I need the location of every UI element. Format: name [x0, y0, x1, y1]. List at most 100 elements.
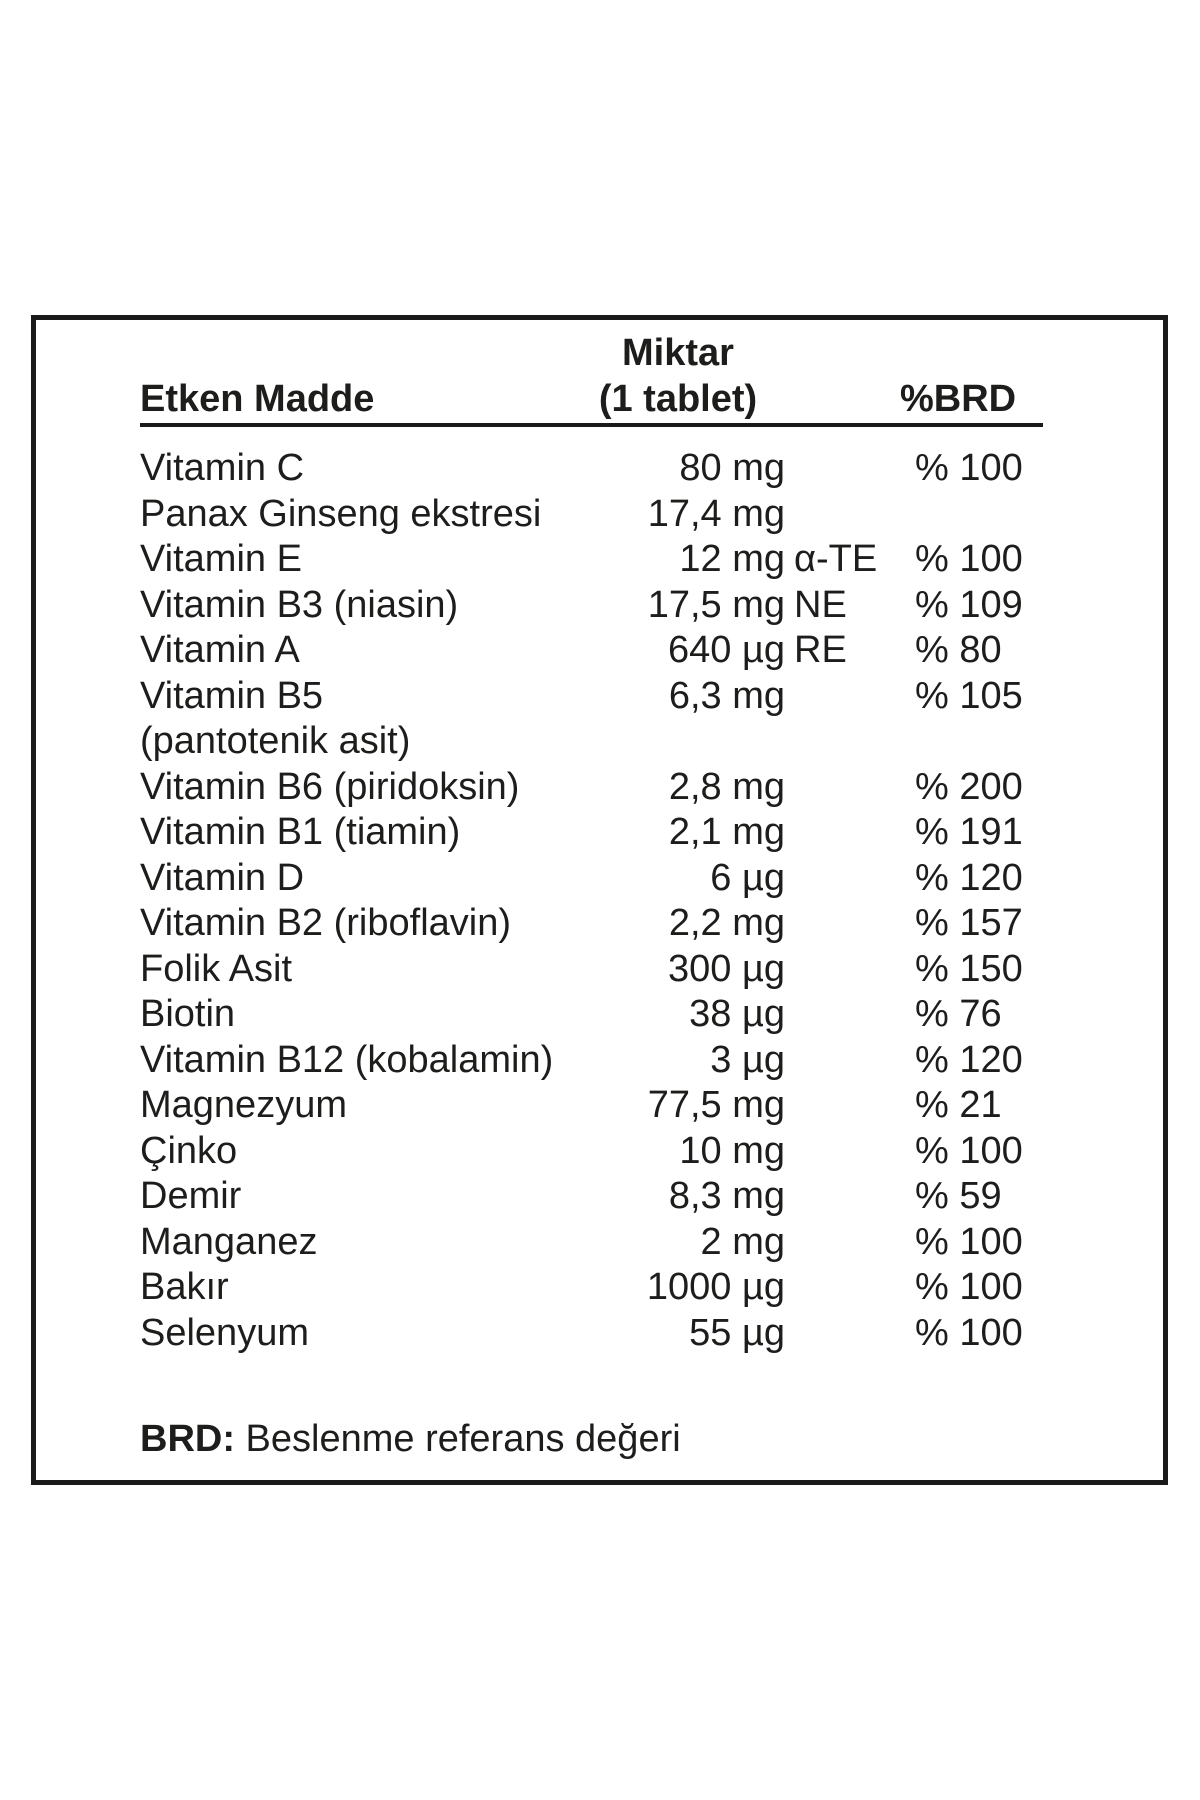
amount-value: 3 µg — [710, 1038, 785, 1081]
ingredient-name: Manganez — [140, 1220, 318, 1263]
table-row: Vitamin E 12 mg α-TE % 100 — [140, 537, 1150, 583]
amount-value: 55 µg — [689, 1311, 785, 1354]
nutrition-table-box: Etken Madde Miktar (1 tablet) %BRD Vitam… — [31, 315, 1168, 1485]
ingredient-name: Vitamin B12 (kobalamin) — [140, 1038, 554, 1081]
table-body: Vitamin C 80 mg% 100 Panax Ginseng ekstres… — [140, 446, 1150, 1356]
amount-cell: 3 µg — [595, 1038, 857, 1084]
amount-cell: 80 mg — [595, 446, 857, 492]
brd-percentage: % 200 — [915, 765, 1023, 808]
amount-cell: 10 mg — [595, 1129, 857, 1175]
ingredient-name: Vitamin B6 (piridoksin) — [140, 765, 520, 808]
amount-unit-suffix: RE — [794, 629, 847, 671]
footnote-text: Beslenme referans değeri — [234, 1418, 681, 1460]
ingredient-name: Vitamin E — [140, 538, 302, 580]
amount-unit-suffix — [785, 446, 857, 492]
table-row: Vitamin B12 (kobalamin) 3 µg % 120 — [140, 1038, 1150, 1084]
table-row: Vitamin B2 (riboflavin) 2,2 mg % 157 — [140, 901, 1150, 947]
amount-value: 1000 µg — [646, 1266, 785, 1308]
table-row: Vitamin A 640 µg RE % 80 — [140, 628, 1150, 674]
amount-value: 10 mg — [679, 1129, 785, 1172]
amount-unit-suffix — [785, 765, 857, 811]
brd-percentage: % 76 — [915, 993, 1002, 1035]
table-row: Magnezyum 77,5 mg % 21 — [140, 1083, 1150, 1129]
ingredient-name: Panax Ginseng ekstresi — [140, 492, 542, 535]
table-row: Vitamin B6 (piridoksin) 2,8 mg % 200 — [140, 765, 1150, 811]
amount-unit-suffix — [785, 947, 857, 993]
column-header-brd: %BRD — [900, 378, 1017, 420]
ingredient-name: Vitamin A — [140, 629, 300, 671]
footnote: BRD: Beslenme referans değeri — [140, 1417, 681, 1463]
table-row: Folik Asit 300 µg % 150 — [140, 947, 1150, 993]
amount-cell: 17,5 mg NE — [595, 583, 857, 629]
brd-percentage: % 191 — [915, 811, 1023, 853]
amount-value: 80 mg — [679, 447, 785, 489]
column-header-amount-line2: (1 tablet) — [598, 377, 758, 420]
amount-unit-suffix — [785, 1038, 857, 1084]
header-divider — [140, 423, 1043, 427]
table-row: Vitamin B3 (niasin) 17,5 mg NE % 109 — [140, 583, 1150, 629]
amount-value: 300 µg — [668, 947, 785, 990]
amount-cell: 2,8 mg — [595, 765, 857, 811]
amount-cell: 2,2 mg — [595, 901, 857, 947]
amount-cell: 12 mg α-TE — [595, 537, 877, 583]
amount-value: 12 mg — [679, 538, 785, 580]
ingredient-name: Çinko — [140, 1129, 238, 1172]
amount-value: 2,1 mg — [668, 811, 785, 853]
amount-cell: 640 µg RE — [595, 628, 857, 674]
ingredient-name: Folik Asit — [140, 947, 293, 990]
amount-unit-suffix — [785, 1265, 857, 1311]
table-row: Çinko 10 mg % 100 — [140, 1129, 1150, 1175]
brd-percentage: % 21 — [915, 1084, 1002, 1126]
amount-cell: 6 µg — [595, 856, 857, 902]
brd-percentage: % 150 — [915, 947, 1023, 990]
amount-cell: 17,4 mg — [595, 492, 857, 538]
amount-value: 6,3 mg — [668, 674, 785, 717]
ingredient-name-line2: (pantotenik asit) — [140, 720, 411, 762]
amount-value: 17,5 mg — [647, 583, 785, 626]
amount-unit-suffix — [785, 1220, 857, 1266]
table-row: Selenyum 55 µg % 100 — [140, 1311, 1150, 1357]
brd-percentage: % 120 — [915, 1038, 1023, 1081]
amount-unit-suffix — [785, 674, 857, 720]
brd-percentage: % 100 — [915, 538, 1023, 580]
amount-unit-suffix — [785, 1083, 857, 1129]
ingredient-name: Vitamin C — [140, 447, 305, 489]
brd-percentage: % 157 — [915, 902, 1023, 944]
amount-cell: 55 µg — [595, 1311, 857, 1357]
amount-unit-suffix — [785, 992, 857, 1038]
table-row: Panax Ginseng ekstresi 17,4 mg — [140, 492, 1150, 538]
brd-percentage: % 80 — [915, 629, 1002, 671]
amount-unit-suffix — [785, 856, 857, 902]
table-row: Biotin 38 µg % 76 — [140, 992, 1150, 1038]
amount-unit-suffix: NE — [794, 583, 847, 626]
amount-value: 17,4 mg — [647, 492, 785, 535]
brd-percentage: % 100 — [915, 1311, 1023, 1354]
ingredient-name: Demir — [140, 1175, 242, 1217]
ingredient-name: Vitamin B5 (pantotenik asit) — [140, 674, 595, 765]
amount-value: 38 µg — [689, 993, 785, 1035]
amount-value: 2 mg — [700, 1220, 785, 1263]
amount-value: 6 µg — [710, 856, 785, 899]
table-row: Bakır 1000 µg % 100 — [140, 1265, 1150, 1311]
amount-value: 2,2 mg — [668, 902, 785, 944]
ingredient-name: Vitamin B2 (riboflavin) — [140, 902, 512, 944]
ingredient-name: Selenyum — [140, 1311, 309, 1354]
column-header-amount: Miktar (1 tablet) — [493, 331, 863, 422]
amount-cell: 1000 µg — [595, 1265, 857, 1311]
amount-value: 2,8 mg — [668, 765, 785, 808]
table-row: Manganez 2 mg % 100 — [140, 1220, 1150, 1266]
table-row: Vitamin B5 (pantotenik asit) 6,3 mg % 105 — [140, 674, 1150, 765]
ingredient-name: Vitamin B1 (tiamin) — [140, 811, 461, 853]
amount-cell: 2 mg — [595, 1220, 857, 1266]
amount-cell: 77,5 mg — [595, 1083, 857, 1129]
amount-unit-suffix — [785, 901, 857, 947]
amount-cell: 2,1 mg — [595, 810, 857, 856]
amount-value: 8,3 mg — [668, 1175, 785, 1217]
amount-unit-suffix — [785, 492, 857, 538]
brd-percentage: % 100 — [915, 1266, 1023, 1308]
brd-percentage: % 59 — [915, 1175, 1002, 1217]
ingredient-name: Biotin — [140, 993, 236, 1035]
amount-value: 77,5 mg — [647, 1084, 785, 1126]
table-row: Vitamin B1 (tiamin) 2,1 mg % 191 — [140, 810, 1150, 856]
